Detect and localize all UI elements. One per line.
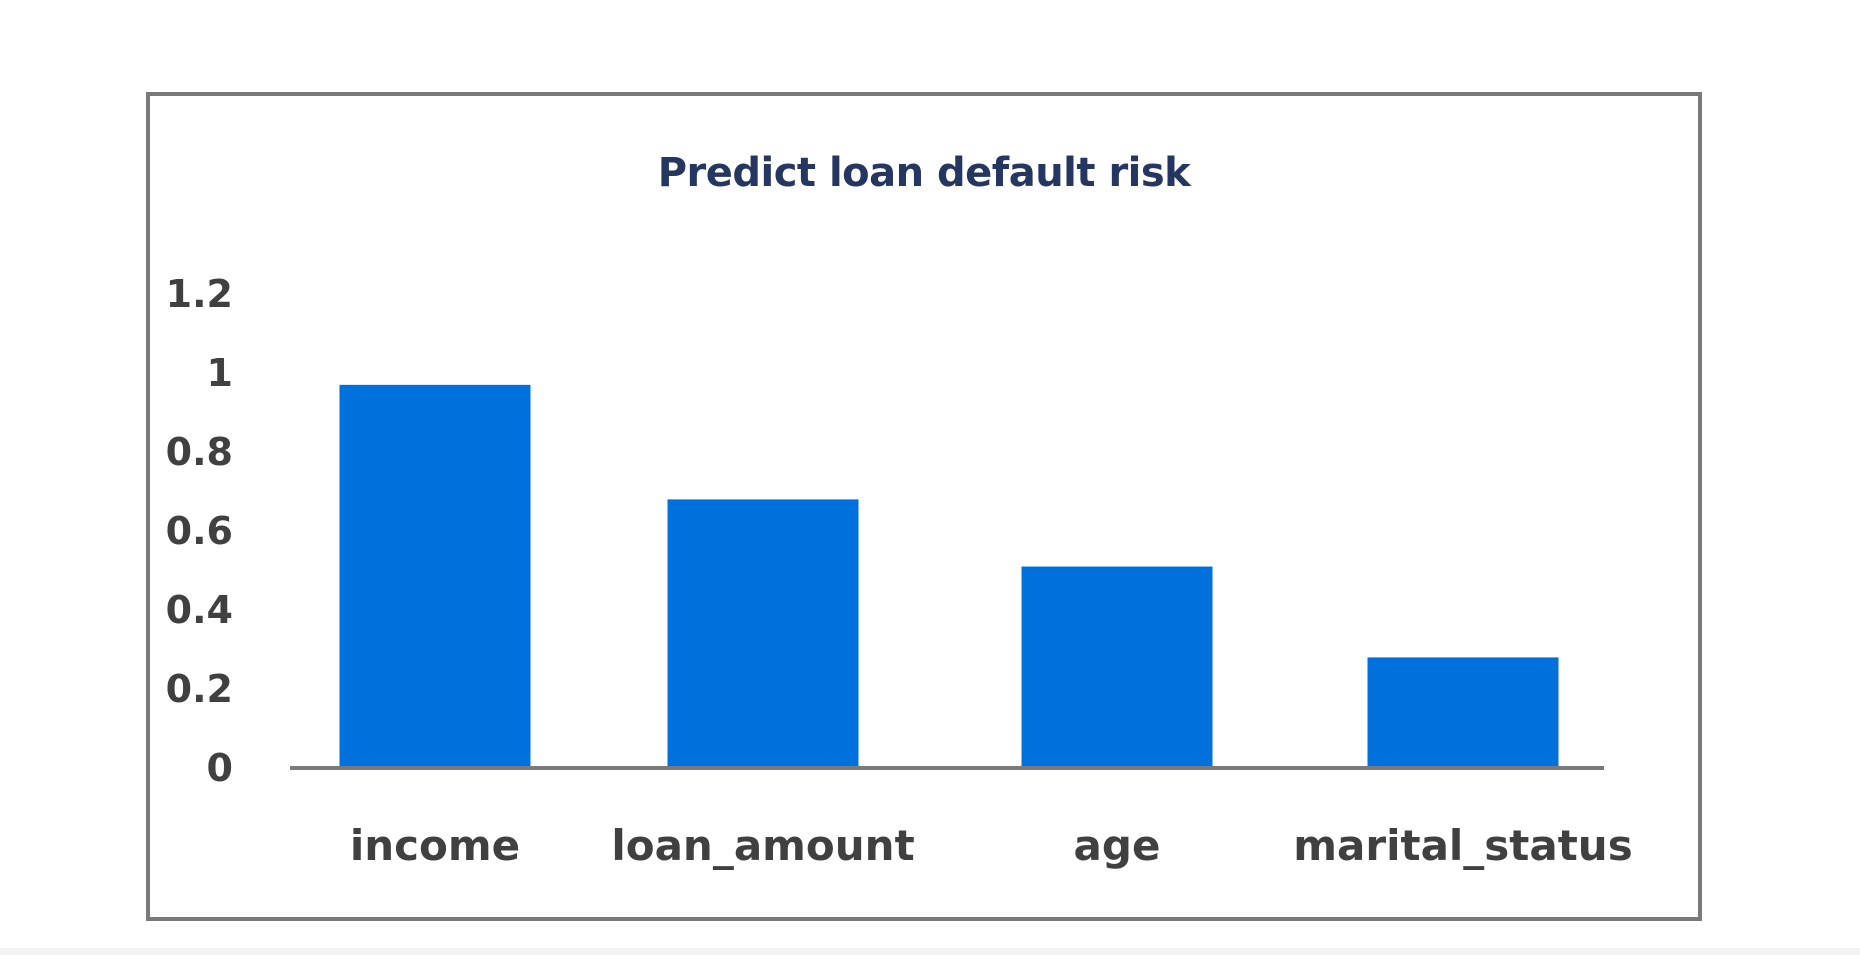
bottom-strip	[0, 948, 1860, 955]
y-tick-label: 0.4	[166, 588, 233, 632]
bar-age	[1021, 566, 1213, 768]
x-axis-labels: income loan_amount age marital_status	[350, 821, 1633, 870]
x-tick-label: income	[350, 821, 520, 870]
x-tick-label: marital_status	[1293, 821, 1632, 870]
y-tick-label: 1.2	[166, 272, 233, 316]
x-tick-label: age	[1074, 821, 1161, 870]
y-tick-label: 0.8	[166, 430, 233, 474]
y-tick-label: 1	[207, 351, 233, 395]
x-tick-label: loan_amount	[611, 821, 914, 870]
bar-income	[339, 384, 531, 768]
bar-loan-amount	[667, 499, 859, 768]
y-tick-label: 0	[207, 746, 233, 790]
bar-marital-status	[1367, 657, 1559, 768]
bars	[339, 384, 1559, 768]
chart-title: Predict loan default risk	[657, 150, 1191, 196]
y-tick-label: 0.2	[166, 667, 233, 711]
y-tick-label: 0.6	[166, 509, 233, 553]
y-axis-ticks: 0 0.2 0.4 0.6 0.8 1 1.2	[166, 272, 233, 790]
